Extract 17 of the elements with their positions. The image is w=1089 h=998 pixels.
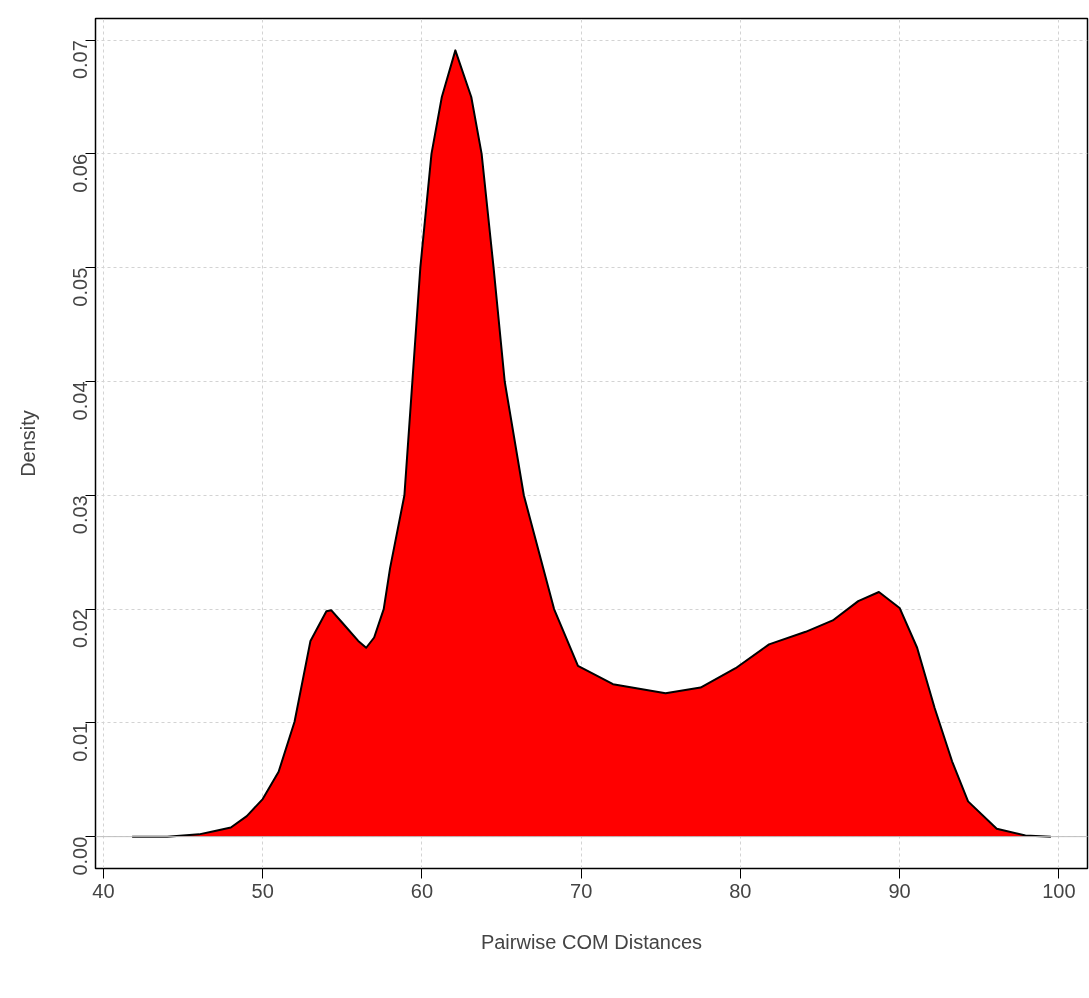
y-tick-label: 0.00 — [69, 836, 92, 876]
x-tick-label: 40 — [92, 879, 115, 902]
y-axis-title: Density — [16, 410, 39, 477]
y-tick-label: 0.01 — [69, 722, 92, 762]
y-tick-label: 0.02 — [69, 609, 92, 648]
x-axis-title: Pairwise COM Distances — [480, 930, 703, 953]
y-tick-label: 0.07 — [69, 40, 92, 80]
x-tick-label: 70 — [570, 879, 593, 902]
x-tick-label: 50 — [251, 879, 274, 902]
y-tick-label: 0.04 — [69, 381, 92, 421]
y-tick-label: 0.03 — [69, 495, 92, 535]
x-tick-label: 100 — [1042, 879, 1076, 902]
x-tick-label: 60 — [410, 879, 434, 902]
y-tick-label: 0.06 — [69, 153, 92, 193]
y-tick-label: 0.05 — [69, 267, 92, 307]
x-tick-label: 90 — [888, 879, 911, 902]
x-tick-label: 80 — [729, 879, 752, 902]
